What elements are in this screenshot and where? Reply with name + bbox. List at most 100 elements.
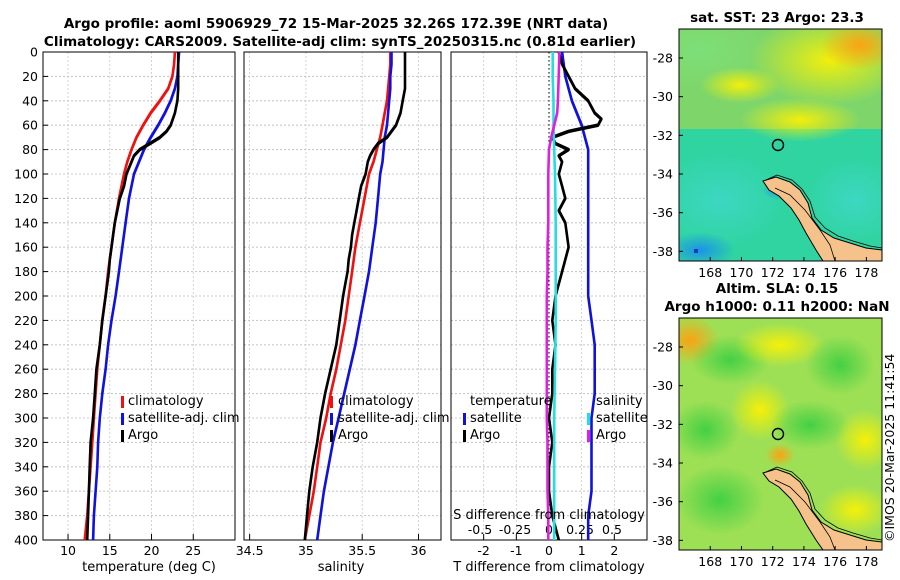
legend-t-satellite-label: satellite [470, 411, 522, 426]
map-lat-tick-label: -34 [653, 456, 673, 471]
sla-map-x-ticks: 168 170 172 174 176 178 [698, 546, 878, 569]
sst-map-y-ticks: -28 -30 -32 -34 -36 -38 [653, 51, 683, 259]
salinity-x-label: salinity [318, 560, 365, 575]
salinity-axes-box [243, 51, 442, 541]
sla-map: Altim. SLA: 0.15 Argo h1000: 0.11 h2000:… [653, 281, 890, 569]
map-lat-tick-label: -38 [653, 533, 673, 548]
sal-xtick-label: 35 [298, 543, 314, 558]
temperature-legend: climatology satellite-adj. clim Argo [121, 394, 240, 443]
sst-field [679, 29, 882, 261]
legend-t-argo-swatch [463, 430, 466, 442]
map-lon-tick-label: 168 [698, 554, 722, 569]
salinity-x-ticks: 34.5 35 35.5 36 [236, 534, 427, 558]
legend-s-satellite-swatch [587, 413, 590, 425]
salinity-panel: 34.5 35 35.5 36 salinity climatology satell… [236, 51, 450, 575]
depth-tick-label: 240 [14, 337, 38, 352]
diff-series-s-satellite [551, 51, 558, 541]
map-lon-tick-label: 170 [730, 554, 754, 569]
difference-s-ticks: -0.5-0.2500.250.5 [468, 522, 622, 537]
legend-climatology-label: climatology [338, 394, 414, 409]
legend-temperature-title: temperature [470, 394, 552, 409]
diff-s-tick-label: 0.25 [566, 522, 594, 537]
diff-series-t-argo [547, 51, 603, 541]
temperature-x-ticks: 10 15 20 25 [60, 534, 201, 558]
diff-xtick-label: -1 [510, 543, 522, 558]
map-lon-tick-label: 170 [730, 265, 754, 280]
depth-tick-label: 180 [14, 264, 38, 279]
diff-xtick-label: 2 [610, 543, 618, 558]
salinity-legend: climatology satellite-adj. clim Argo [330, 394, 450, 443]
temperature-gridlines [43, 51, 235, 541]
sal-xtick-label: 34.5 [236, 543, 264, 558]
difference-legend: temperature satellite Argo salinity sate… [463, 394, 648, 443]
map-lon-tick-label: 176 [823, 554, 847, 569]
depth-tick-label: 140 [14, 215, 38, 230]
difference-panel: -2 -1 0 1 2 -0.5 -0.25 0 0.25 0.5 T difference f… [450, 51, 648, 575]
legend-argo-label: Argo [128, 428, 158, 443]
map-lat-tick-label: -38 [653, 244, 673, 259]
map-lon-tick-label: 174 [792, 554, 816, 569]
sst-map-x-ticks: 168 170 172 174 176 178 [698, 257, 878, 280]
sal-series-climatology [303, 51, 392, 541]
map-lat-tick-label: -36 [653, 205, 673, 220]
difference-s-label: S difference from climatology [453, 508, 645, 523]
legend-s-satellite-label: satellite [596, 411, 648, 426]
temp-series-argo [85, 51, 180, 541]
sst-map-title: sat. SST: 23 Argo: 23.3 [690, 10, 864, 26]
map-lat-tick-label: -32 [653, 417, 673, 432]
temp-series-satellite-adj-clim [91, 51, 181, 541]
depth-tick-label: 160 [14, 240, 38, 255]
map-lat-tick-label: -36 [653, 494, 673, 509]
map-lat-tick-label: -28 [653, 340, 673, 355]
map-lat-tick-label: -34 [653, 167, 673, 182]
depth-y-ticks: 0 20 40 60 80 100 120 140 160 180 200 220 240 260 280 3… [14, 45, 48, 548]
legend-argo-swatch [121, 430, 124, 442]
diff-s-tick-label: 0.5 [602, 522, 622, 537]
map-lon-tick-label: 178 [854, 554, 878, 569]
difference-x-label: T difference from climatology [452, 560, 645, 575]
depth-tick-label: 280 [14, 386, 38, 401]
depth-tick-label: 200 [14, 289, 38, 304]
difference-x-ticks: -2 -1 0 1 2 [477, 534, 618, 558]
depth-tick-label: 20 [22, 69, 38, 84]
figure-title-line2: Climatology: CARS2009. Satellite-adj cli… [44, 34, 636, 50]
sal-xtick-label: 35.5 [348, 543, 376, 558]
map-lon-tick-label: 178 [854, 265, 878, 280]
map-lon-tick-label: 172 [761, 554, 785, 569]
figure-title-line1: Argo profile: aoml 5906929_72 15-Mar-202… [64, 16, 608, 32]
difference-lines [545, 51, 603, 541]
salinity-lines [303, 51, 407, 541]
sal-series-argo [303, 51, 407, 541]
diff-series-t-satellite [560, 51, 597, 541]
map-lat-tick-label: -32 [653, 128, 673, 143]
diff-series-s-argo [545, 51, 561, 541]
depth-tick-label: 300 [14, 411, 38, 426]
sst-map: sat. SST: 23 Argo: 23.3 168 170 172 174 176 1… [653, 10, 883, 280]
depth-tick-label: 100 [14, 167, 38, 182]
map-lon-tick-label: 174 [792, 265, 816, 280]
diff-s-tick-label: -0.25 [499, 522, 531, 537]
legend-t-argo-label: Argo [470, 428, 500, 443]
sal-xtick-label: 36 [411, 543, 427, 558]
depth-tick-label: 120 [14, 191, 38, 206]
depth-tick-label: 400 [14, 533, 38, 548]
temperature-x-label: temperature (deg C) [82, 560, 216, 575]
depth-tick-label: 320 [14, 435, 38, 450]
diff-xtick-label: -2 [477, 543, 489, 558]
depth-tick-label: 260 [14, 362, 38, 377]
legend-salinity-title: salinity [596, 394, 643, 409]
legend-argo-swatch [330, 430, 333, 442]
argo-location-marker [771, 138, 785, 152]
legend-climatology-swatch [330, 396, 333, 408]
depth-tick-label: 340 [14, 459, 38, 474]
map-lon-tick-label: 176 [823, 265, 847, 280]
argo-location-marker [771, 427, 785, 441]
map-lat-tick-label: -30 [653, 89, 673, 104]
depth-tick-label: 0 [30, 45, 38, 60]
legend-s-argo-swatch [587, 430, 590, 442]
map-lat-tick-label: -30 [653, 378, 673, 393]
depth-tick-label: 380 [14, 508, 38, 523]
map-lat-tick-label: -28 [653, 51, 673, 66]
temperature-lines [83, 51, 181, 541]
sla-map-y-ticks: -28 -30 -32 -34 -36 -38 [653, 340, 683, 548]
